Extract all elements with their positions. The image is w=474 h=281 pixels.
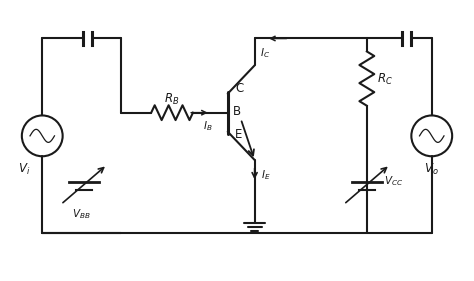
Text: $R_C$: $R_C$ [377,72,393,87]
Text: $V_o$: $V_o$ [424,162,439,177]
Text: $V_{CC}$: $V_{CC}$ [384,175,404,188]
Text: B: B [233,105,241,118]
Text: $I_C$: $I_C$ [260,46,270,60]
Text: $R_B$: $R_B$ [164,92,180,107]
Text: $V_{BB}$: $V_{BB}$ [73,207,91,221]
Text: E: E [235,128,243,141]
Text: $I_B$: $I_B$ [203,120,212,133]
Text: $V_i$: $V_i$ [18,162,31,177]
Text: C: C [235,82,243,95]
Text: $I_E$: $I_E$ [261,168,270,182]
